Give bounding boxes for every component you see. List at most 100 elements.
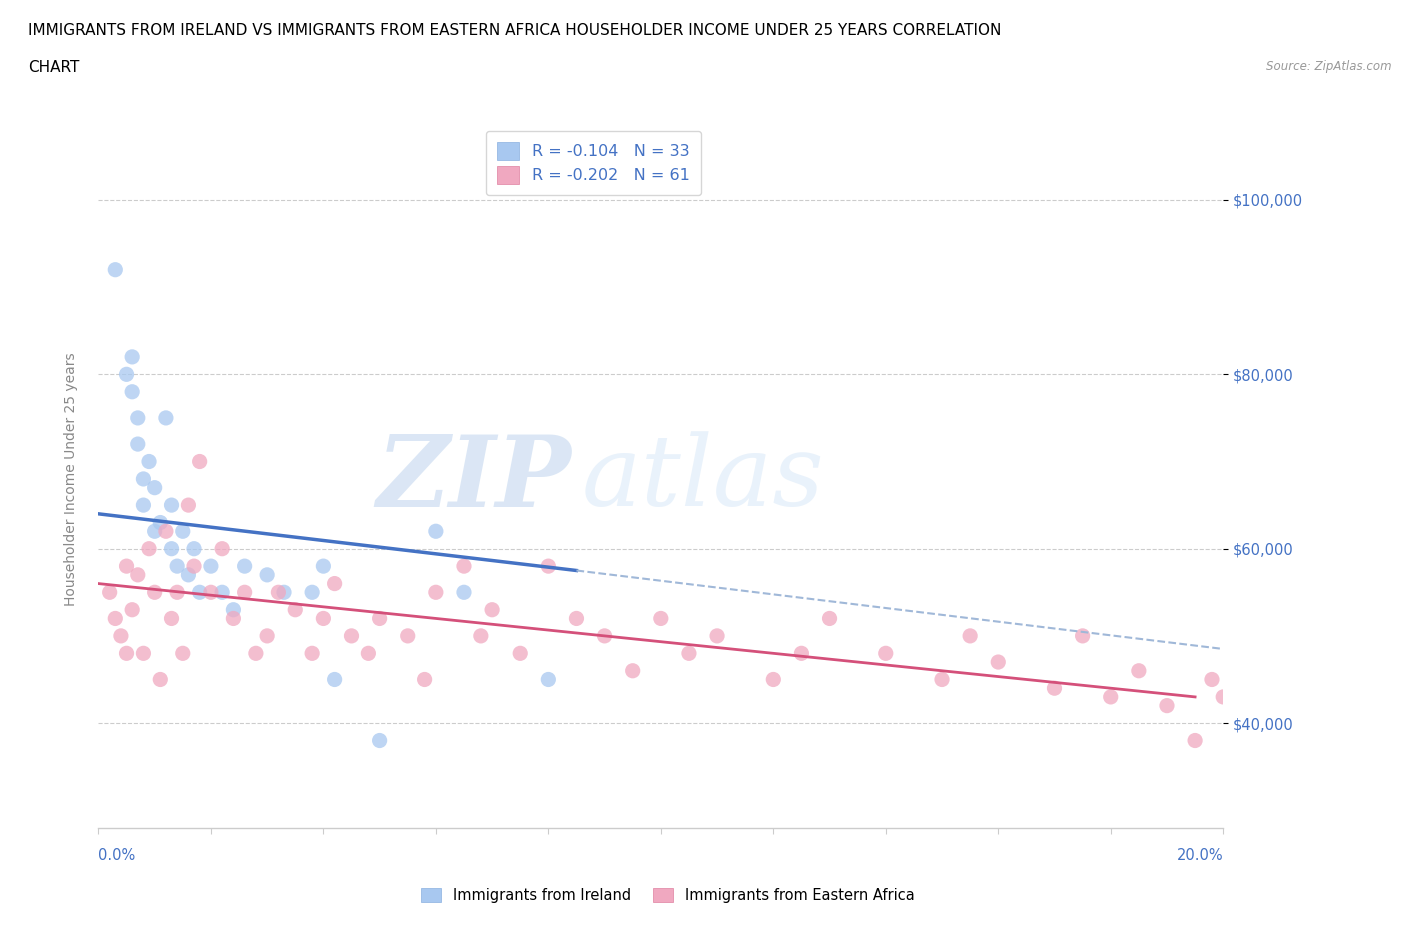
Point: [453, 559, 475, 574]
Point: [132, 498, 155, 512]
Legend: Immigrants from Ireland, Immigrants from Eastern Africa: Immigrants from Ireland, Immigrants from…: [415, 882, 921, 909]
Point: [481, 603, 503, 618]
Point: [188, 585, 211, 600]
Point: [160, 541, 183, 556]
Point: [132, 472, 155, 486]
Point: [987, 655, 1010, 670]
Point: [256, 567, 278, 582]
Point: [368, 611, 391, 626]
Point: [256, 629, 278, 644]
Point: [875, 645, 897, 660]
Point: [211, 585, 233, 600]
Text: 20.0%: 20.0%: [1177, 848, 1223, 863]
Point: [453, 585, 475, 600]
Point: [413, 672, 436, 687]
Point: [593, 629, 616, 644]
Point: [121, 350, 143, 365]
Text: IMMIGRANTS FROM IRELAND VS IMMIGRANTS FROM EASTERN AFRICA HOUSEHOLDER INCOME UND: IMMIGRANTS FROM IRELAND VS IMMIGRANTS FR…: [28, 23, 1001, 38]
Point: [138, 541, 160, 556]
Point: [172, 524, 194, 538]
Point: [1156, 698, 1178, 713]
Point: [98, 585, 121, 600]
Point: [1099, 689, 1122, 704]
Point: [183, 559, 205, 574]
Point: [143, 585, 166, 600]
Point: [183, 541, 205, 556]
Point: [931, 672, 953, 687]
Point: [537, 672, 560, 687]
Point: [1201, 672, 1223, 687]
Point: [160, 611, 183, 626]
Point: [706, 629, 728, 644]
Text: atlas: atlas: [582, 432, 825, 526]
Point: [160, 498, 183, 512]
Point: [1043, 681, 1066, 696]
Point: [650, 611, 672, 626]
Point: [368, 733, 391, 748]
Point: [678, 645, 700, 660]
Point: [155, 524, 177, 538]
Point: [143, 524, 166, 538]
Point: [149, 515, 172, 530]
Point: [621, 663, 644, 678]
Point: [104, 611, 127, 626]
Point: [172, 645, 194, 660]
Point: [115, 366, 138, 381]
Point: [149, 672, 172, 687]
Point: [177, 498, 200, 512]
Point: [110, 629, 132, 644]
Point: [340, 629, 363, 644]
Point: [132, 645, 155, 660]
Text: Source: ZipAtlas.com: Source: ZipAtlas.com: [1267, 60, 1392, 73]
Point: [396, 629, 419, 644]
Text: ZIP: ZIP: [375, 431, 571, 527]
Point: [200, 585, 222, 600]
Point: [245, 645, 267, 660]
Text: 0.0%: 0.0%: [98, 848, 135, 863]
Point: [537, 559, 560, 574]
Point: [222, 603, 245, 618]
Point: [143, 480, 166, 495]
Point: [273, 585, 295, 600]
Point: [177, 567, 200, 582]
Point: [267, 585, 290, 600]
Point: [301, 585, 323, 600]
Point: [357, 645, 380, 660]
Point: [312, 559, 335, 574]
Point: [565, 611, 588, 626]
Point: [115, 645, 138, 660]
Point: [127, 410, 149, 425]
Point: [1071, 629, 1094, 644]
Point: [470, 629, 492, 644]
Point: [211, 541, 233, 556]
Point: [323, 576, 346, 591]
Y-axis label: Householder Income Under 25 years: Householder Income Under 25 years: [63, 352, 77, 605]
Point: [301, 645, 323, 660]
Point: [312, 611, 335, 626]
Point: [509, 645, 531, 660]
Point: [1184, 733, 1206, 748]
Point: [121, 384, 143, 399]
Point: [127, 567, 149, 582]
Point: [200, 559, 222, 574]
Point: [115, 559, 138, 574]
Point: [284, 603, 307, 618]
Point: [323, 672, 346, 687]
Point: [762, 672, 785, 687]
Point: [790, 645, 813, 660]
Text: CHART: CHART: [28, 60, 80, 75]
Point: [138, 454, 160, 469]
Point: [121, 603, 143, 618]
Point: [188, 454, 211, 469]
Point: [818, 611, 841, 626]
Point: [425, 524, 447, 538]
Point: [166, 585, 188, 600]
Point: [233, 559, 256, 574]
Point: [155, 410, 177, 425]
Point: [222, 611, 245, 626]
Point: [127, 436, 149, 451]
Point: [425, 585, 447, 600]
Point: [1212, 689, 1234, 704]
Point: [959, 629, 981, 644]
Legend: R = -0.104   N = 33, R = -0.202   N = 61: R = -0.104 N = 33, R = -0.202 N = 61: [485, 131, 702, 194]
